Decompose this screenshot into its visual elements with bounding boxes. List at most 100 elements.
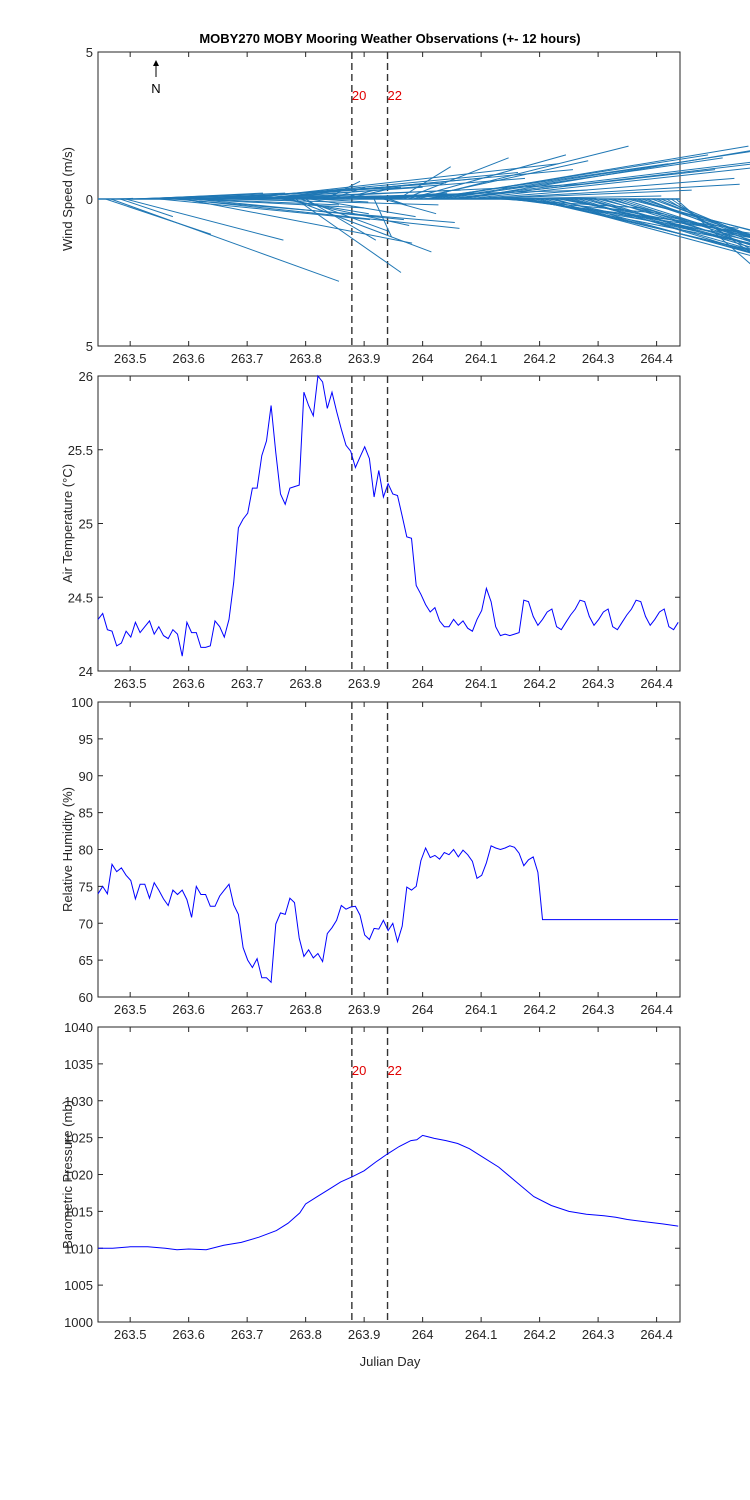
wind-vector [310,198,416,218]
x-tick-label: 264.4 [640,351,673,366]
x-tick-label: 263.5 [114,676,147,691]
wind-vector [461,150,750,200]
y-tick-label: 80 [79,843,93,858]
wind-vector [388,198,407,206]
wind-vector [403,157,509,200]
y-tick-label: 25 [79,517,93,532]
wind-vector [583,198,750,245]
panel-airtemp: 263.5 263.6 263.7 263.8 263.9 264 264.1 264.2 26… [60,369,681,691]
panel-humidity: 263.5 263.6 263.7 263.8 263.9 264 264.1 264.2 26… [60,695,681,1017]
x-tick-label: 263.7 [231,1327,264,1342]
wind-vector [183,198,413,244]
series-line [97,374,679,657]
wind-vector [466,167,750,200]
x-tick-label: 264.3 [582,351,615,366]
x-tick-label: 263.7 [231,351,264,366]
y-tick-label: 1010 [64,1241,93,1256]
wind-vector [578,198,750,253]
time-marker-label: 22 [388,1063,402,1078]
wind-vector [193,198,404,221]
y-tick-label: 90 [79,769,93,784]
time-marker-label: 20 [352,1063,366,1078]
y-tick-label: 1020 [64,1168,93,1183]
wind-vector [631,198,750,231]
x-tick-label: 263.6 [172,1002,205,1017]
panels: 263.5 263.6 263.7 263.8 263.9 264 264.1 264.2 26… [60,45,750,1342]
x-tick-label: 263.5 [114,1002,147,1017]
x-tick-label: 264.1 [465,1327,498,1342]
wind-vector [417,145,629,200]
x-tick-label: 263.9 [348,1002,381,1017]
wind-vector [622,198,750,241]
y-tick-label: 5 [86,45,93,60]
figure-title: MOBY270 MOBY Mooring Weather Observation… [199,31,580,46]
x-tick-label: 263.9 [348,351,381,366]
wind-vector [120,198,174,218]
wind-vector [295,198,402,273]
wind-vector [471,177,735,200]
x-tick-label: 263.9 [348,1327,381,1342]
x-tick-label: 263.5 [114,1327,147,1342]
x-tick-label: 263.8 [289,1327,322,1342]
x-tick-label: 264 [412,676,434,691]
axes-frame [97,701,681,998]
x-tick-label: 264.1 [465,351,498,366]
x-tick-label: 264 [412,351,434,366]
y-axis-label: Barometric Pressure (mb) [60,1100,75,1249]
wind-vector [661,198,750,237]
wind-vector [257,169,574,200]
y-tick-label: 5 [86,339,93,354]
north-label: N [151,81,160,96]
panel-wind: 263.5 263.6 263.7 263.8 263.9 264 264.1 264.2 26… [60,45,750,366]
x-tick-label: 264.2 [523,1327,556,1342]
y-axis-label: Air Temperature (°C) [60,464,75,583]
axes-frame [97,375,681,672]
y-tick-label: 60 [79,990,93,1005]
x-tick-label: 263.9 [348,676,381,691]
wind-vector [675,198,750,265]
y-tick-label: 24 [79,664,93,679]
x-tick-label: 263.6 [172,1327,205,1342]
x-tick-label: 264.3 [582,676,615,691]
wind-vector [383,198,437,215]
series-line [97,845,679,984]
wind-vector [597,198,750,238]
wind-vector [637,198,750,238]
y-tick-label: 0 [86,192,93,207]
y-tick-label: 26 [79,369,93,384]
wind-vector [397,166,451,200]
wind-vector [607,198,750,238]
wind-vector [339,189,375,200]
panel-pressure: 263.5 263.6 263.7 263.8 263.9 264 264.1 264.2 26… [60,1020,681,1342]
wind-vector [324,180,361,200]
y-tick-label: 1035 [64,1057,93,1072]
y-axis-label: Wind Speed (m/s) [60,147,75,251]
x-tick-label: 264.3 [582,1327,615,1342]
x-tick-label: 263.5 [114,351,147,366]
wind-vector [593,198,750,248]
y-tick-label: 1005 [64,1278,93,1293]
x-axis-label: Julian Day [360,1354,421,1369]
y-tick-label: 1015 [64,1204,93,1219]
y-tick-label: 70 [79,916,93,931]
x-tick-label: 264.4 [640,676,673,691]
time-marker-label: 20 [352,88,366,103]
wind-vector [188,198,365,209]
x-tick-label: 264.4 [640,1002,673,1017]
wind-vector [242,163,559,200]
wind-vector [407,154,567,200]
wind-vector [261,177,526,200]
x-tick-label: 263.6 [172,676,205,691]
y-tick-label: 65 [79,953,93,968]
x-tick-label: 264.2 [523,1002,556,1017]
wind-vector [476,183,740,200]
x-tick-label: 263.7 [231,676,264,691]
x-tick-label: 264.1 [465,1002,498,1017]
wind-vector [544,198,750,253]
wind-vector [646,198,750,242]
y-tick-label: 75 [79,879,93,894]
y-tick-label: 95 [79,732,93,747]
x-tick-label: 264.1 [465,676,498,691]
wind-vector [432,145,749,200]
y-tick-label: 25.5 [68,443,93,458]
